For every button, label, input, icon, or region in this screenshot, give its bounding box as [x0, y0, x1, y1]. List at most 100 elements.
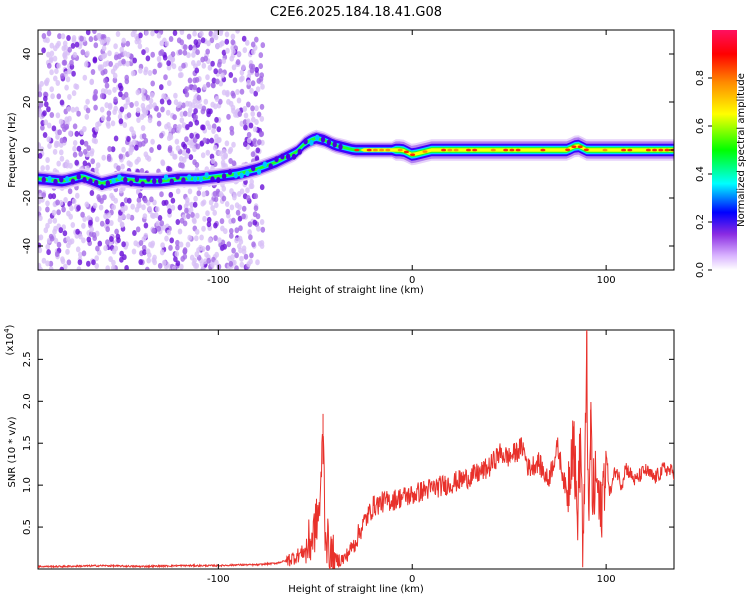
noise-dot — [198, 103, 203, 110]
noise-dot — [155, 206, 160, 213]
noise-dot — [156, 225, 162, 232]
noise-dot — [48, 266, 54, 270]
noise-dot — [99, 220, 105, 227]
noise-dot — [114, 228, 119, 235]
noise-dot — [250, 80, 256, 87]
noise-dot — [89, 150, 94, 157]
noise-dot — [145, 154, 150, 161]
noise-dot — [159, 98, 165, 105]
noise-dot — [83, 61, 89, 68]
noise-dot — [246, 101, 251, 108]
noise-dot — [201, 199, 207, 206]
noise-dot — [63, 263, 68, 270]
noise-dot — [47, 62, 52, 69]
noise-dot — [184, 152, 190, 159]
noise-dot — [220, 244, 225, 251]
noise-dot — [258, 63, 264, 70]
noise-dot — [68, 162, 73, 169]
noise-dot — [41, 47, 46, 54]
noise-dot — [226, 113, 231, 120]
ridge-spot — [262, 161, 268, 168]
noise-dot — [260, 83, 265, 90]
noise-dot — [149, 147, 154, 153]
noise-dot — [166, 203, 172, 210]
noise-dot — [135, 89, 141, 96]
spectrogram-ylabel: Frequency (Hz) — [7, 112, 18, 188]
ridge-spot — [41, 176, 46, 183]
noise-dot — [196, 60, 201, 67]
noise-dot — [100, 34, 105, 40]
noise-dot — [138, 240, 144, 246]
noise-dot — [242, 47, 248, 54]
noise-dot — [179, 72, 184, 78]
noise-dot — [235, 209, 241, 216]
noise-dot — [218, 191, 224, 198]
ridge-spot — [158, 177, 163, 184]
noise-dot — [127, 197, 132, 204]
colorbar-tick-label: 0.0 — [695, 262, 706, 278]
noise-dot — [231, 64, 237, 71]
noise-dot — [81, 222, 86, 229]
noise-dot — [69, 238, 75, 245]
noise-dot — [179, 111, 185, 118]
noise-dot — [134, 33, 139, 40]
noise-dot — [48, 260, 54, 267]
noise-dot — [86, 260, 91, 267]
noise-dot — [211, 128, 216, 134]
noise-dot — [125, 40, 131, 47]
noise-dot — [131, 248, 137, 255]
noise-dot — [178, 241, 184, 248]
noise-dot — [224, 38, 230, 45]
noise-dot — [45, 222, 50, 229]
noise-dot — [192, 137, 198, 144]
noise-dot — [55, 133, 60, 140]
noise-dot — [85, 98, 90, 105]
noise-dot — [151, 227, 156, 234]
noise-dot — [118, 187, 124, 194]
noise-dot — [175, 239, 180, 246]
noise-dot — [55, 80, 61, 86]
ridge-core — [354, 148, 360, 152]
noise-dot — [254, 119, 259, 125]
noise-dot — [213, 68, 218, 75]
noise-dot — [228, 146, 234, 153]
noise-dot — [63, 197, 68, 203]
noise-dot — [225, 208, 231, 215]
noise-dot — [82, 216, 87, 222]
ridge-core — [565, 148, 571, 152]
noise-dot — [129, 102, 134, 108]
y-tick-label: 20 — [22, 96, 33, 109]
noise-dot — [84, 113, 90, 120]
noise-dot — [121, 146, 126, 153]
noise-dot — [57, 33, 62, 40]
spectrogram-ticks: -100 0 100 40 20 0 -20 -40 — [22, 30, 674, 286]
noise-dot — [88, 36, 94, 43]
noise-dot — [243, 124, 248, 131]
noise-dot — [176, 124, 181, 131]
noise-dot — [113, 43, 118, 50]
ridge-spot — [64, 176, 70, 183]
noise-dot — [103, 68, 108, 75]
noise-dot — [259, 103, 265, 110]
noise-dot — [134, 100, 139, 107]
noise-dot — [51, 193, 57, 200]
noise-dot — [55, 112, 61, 119]
noise-dot — [46, 30, 52, 37]
noise-dot — [72, 123, 78, 130]
noise-dot — [201, 225, 206, 232]
spectrogram-marks — [38, 30, 674, 270]
noise-dot — [56, 241, 62, 248]
noise-dot — [194, 228, 200, 235]
noise-dot — [60, 73, 65, 80]
noise-dot — [119, 221, 125, 228]
noise-dot — [58, 227, 64, 234]
noise-dot — [225, 47, 230, 54]
noise-dot — [92, 202, 98, 209]
y-tick-label: 40 — [22, 48, 33, 61]
noise-dot — [153, 212, 159, 219]
noise-dot — [50, 93, 55, 100]
snr-panel: -100 0 100 0.5 1.0 1.5 2.0 2.5 (x104) Height of… — [3, 324, 675, 595]
ridge-spot — [221, 173, 227, 180]
noise-dot — [92, 95, 97, 102]
noise-dot — [168, 244, 173, 251]
